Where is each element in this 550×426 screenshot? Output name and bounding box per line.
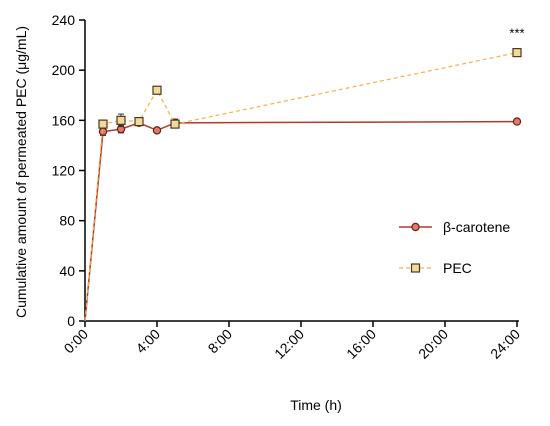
y-tick-label: 200: [52, 62, 76, 78]
annotations: ***: [509, 26, 524, 41]
series-layer: [84, 48, 522, 322]
legend-marker: [410, 263, 421, 273]
data-point-pec: [170, 119, 180, 129]
data-point-pec: [98, 119, 108, 129]
x-tick-label: 16:00: [343, 326, 379, 362]
axes: 0 40 80 120 160 200 240 0:00 4:00 8:00 12:00 16:00 2…: [52, 12, 524, 362]
x-tick-label: 12:00: [271, 326, 307, 362]
y-tick-label: 160: [52, 112, 76, 128]
data-point-beta-carotene: [512, 117, 522, 126]
data-point-pec: [152, 85, 162, 95]
x-tick-label: 24:00: [487, 326, 523, 362]
y-tick-label: 120: [52, 163, 76, 179]
series-pec: [84, 48, 522, 322]
y-tick-label: 0: [67, 313, 75, 329]
legend-item-pec: PEC: [399, 260, 472, 276]
legend: β-carotene PEC: [399, 219, 510, 276]
series-line-pec: [84, 52, 518, 322]
legend-label: β-carotene: [443, 219, 510, 235]
x-tick-label: 20:00: [415, 326, 451, 362]
x-tick-label: 4:00: [133, 326, 164, 357]
y-tick-label: 240: [52, 12, 76, 28]
y-tick-label: 80: [59, 213, 75, 229]
x-axis-title: Time (h): [290, 397, 342, 413]
significance-annotation: ***: [509, 26, 524, 41]
legend-label: PEC: [443, 260, 472, 276]
legend-marker: [411, 222, 420, 232]
legend-item-beta-carotene: β-carotene: [399, 219, 510, 235]
data-point-beta-carotene: [152, 126, 162, 135]
data-point-pec: [512, 48, 522, 58]
y-axis-title: Cumulative amount of permeated PEC (μg/m…: [13, 26, 29, 318]
data-point-pec: [134, 116, 144, 127]
data-point-pec: [116, 115, 126, 125]
x-tick-label: 0:00: [61, 326, 92, 357]
x-tick-label: 8:00: [205, 326, 236, 357]
y-tick-label: 40: [59, 263, 75, 279]
